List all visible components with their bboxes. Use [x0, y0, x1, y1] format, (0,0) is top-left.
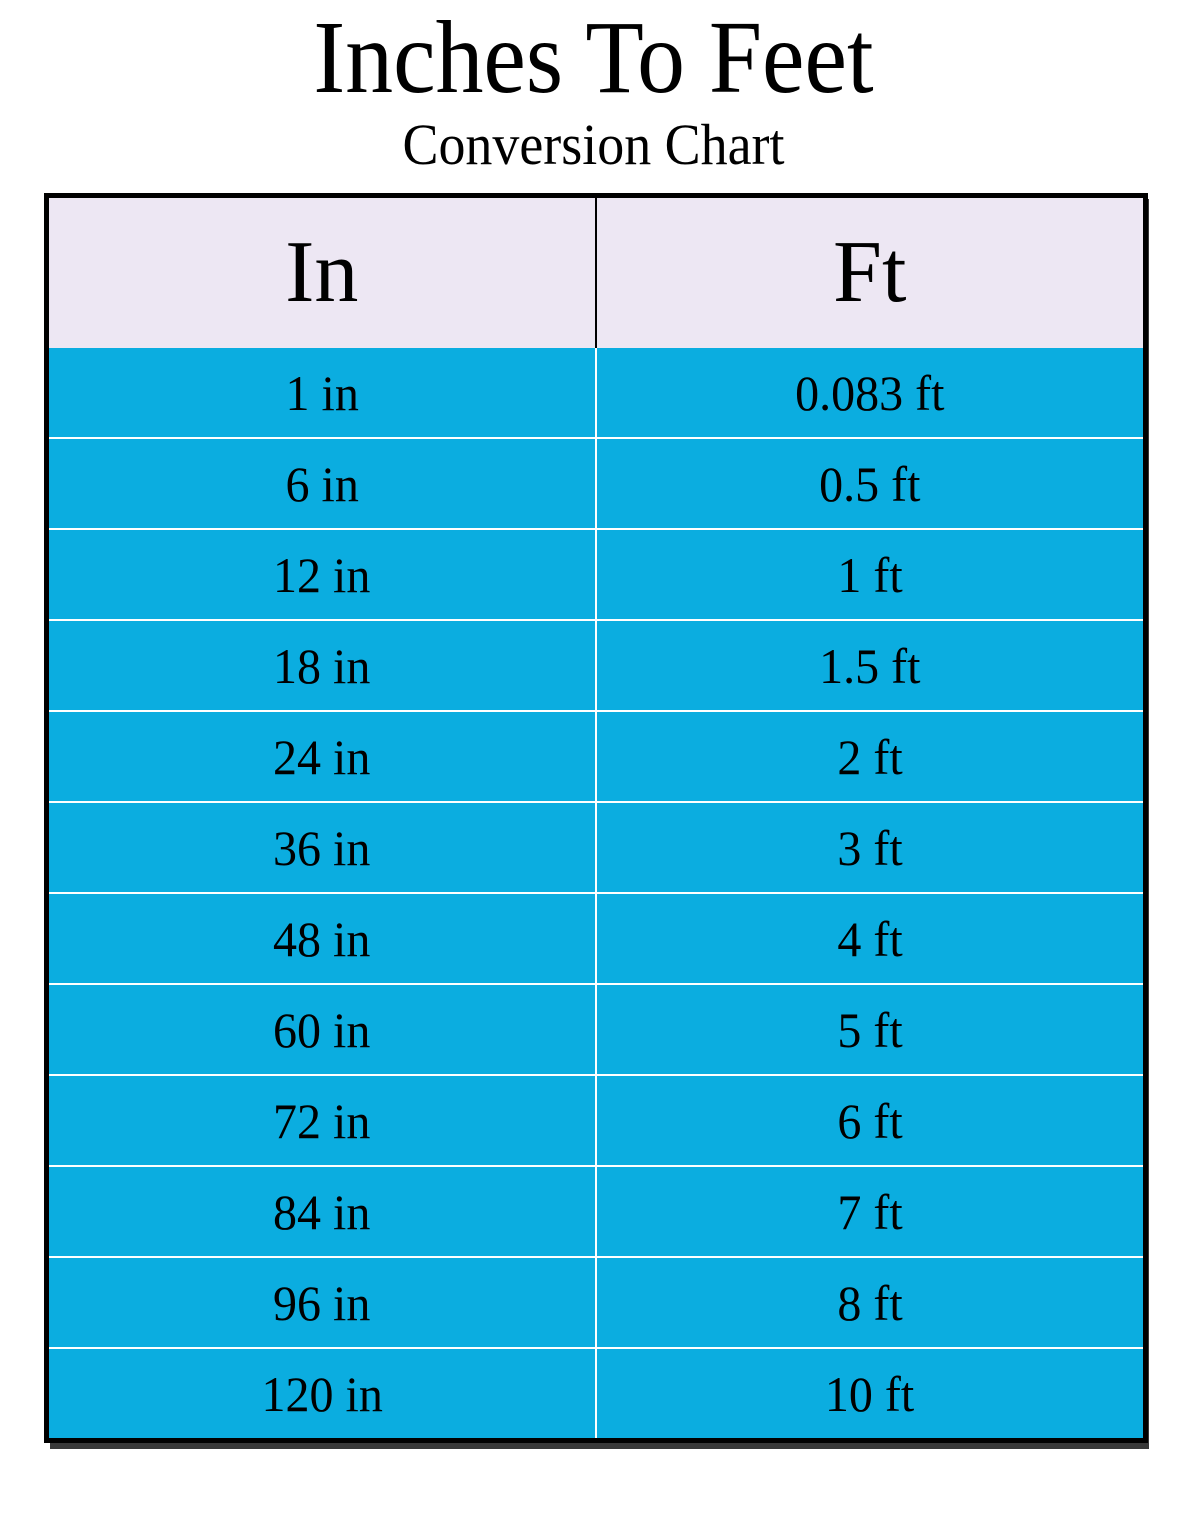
- column-header-inches: In: [46, 195, 597, 348]
- cell-inches-value: 6 in: [285, 455, 359, 512]
- cell-feet: 0.5 ft: [595, 437, 1146, 529]
- title-block: Inches To Feet Conversion Chart: [0, 0, 1187, 176]
- table-head: In Ft: [46, 195, 1146, 348]
- cell-feet-value: 3 ft: [837, 819, 903, 876]
- cell-feet-value: 5 ft: [837, 1001, 903, 1058]
- table-row: 96 in 8 ft: [46, 1256, 1146, 1348]
- table-row: 84 in 7 ft: [46, 1165, 1146, 1257]
- cell-inches-value: 72 in: [273, 1092, 371, 1149]
- cell-feet-value: 8 ft: [837, 1274, 903, 1331]
- table-body: 1 in 0.083 ft 6 in 0.5 ft 12 in 1 ft 18 in 1.5 …: [46, 348, 1146, 1441]
- cell-feet-value: 10 ft: [825, 1365, 915, 1422]
- page-subtitle: Conversion Chart: [402, 112, 785, 178]
- cell-feet-value: 4 ft: [837, 910, 903, 967]
- cell-inches-value: 60 in: [273, 1001, 371, 1058]
- cell-inches: 18 in: [46, 619, 597, 711]
- table-row: 36 in 3 ft: [46, 801, 1146, 893]
- table-row: 18 in 1.5 ft: [46, 619, 1146, 711]
- cell-inches: 48 in: [46, 892, 597, 984]
- cell-feet: 0.083 ft: [595, 348, 1146, 438]
- cell-inches-value: 24 in: [273, 728, 371, 785]
- table-header-row: In Ft: [46, 195, 1146, 348]
- cell-feet: 10 ft: [595, 1347, 1146, 1441]
- cell-feet: 3 ft: [595, 801, 1146, 893]
- cell-inches: 96 in: [46, 1256, 597, 1348]
- table-row: 24 in 2 ft: [46, 710, 1146, 802]
- cell-feet-value: 2 ft: [837, 728, 903, 785]
- cell-inches-value: 84 in: [273, 1183, 371, 1240]
- cell-feet: 6 ft: [595, 1074, 1146, 1166]
- conversion-table: In Ft 1 in 0.083 ft 6 in 0.5 ft 12 in 1 ft 18 …: [44, 193, 1148, 1443]
- cell-inches: 6 in: [46, 437, 597, 529]
- cell-feet: 8 ft: [595, 1256, 1146, 1348]
- cell-feet: 1 ft: [595, 528, 1146, 620]
- table-row: 72 in 6 ft: [46, 1074, 1146, 1166]
- cell-feet-value: 0.083 ft: [795, 364, 945, 421]
- cell-inches-value: 48 in: [273, 910, 371, 967]
- cell-inches-value: 18 in: [273, 637, 371, 694]
- cell-inches: 12 in: [46, 528, 597, 620]
- cell-feet: 2 ft: [595, 710, 1146, 802]
- table-row: 1 in 0.083 ft: [46, 348, 1146, 438]
- cell-inches: 24 in: [46, 710, 597, 802]
- cell-inches-value: 12 in: [273, 546, 371, 603]
- cell-feet-value: 1.5 ft: [819, 637, 921, 694]
- table-row: 60 in 5 ft: [46, 983, 1146, 1075]
- cell-inches: 60 in: [46, 983, 597, 1075]
- cell-feet-value: 1 ft: [837, 546, 903, 603]
- cell-inches: 36 in: [46, 801, 597, 893]
- cell-inches: 72 in: [46, 1074, 597, 1166]
- cell-inches-value: 120 in: [261, 1365, 383, 1422]
- conversion-table-wrapper: In Ft 1 in 0.083 ft 6 in 0.5 ft 12 in 1 ft 18 …: [44, 193, 1148, 1443]
- table-row: 12 in 1 ft: [46, 528, 1146, 620]
- cell-feet-value: 0.5 ft: [819, 455, 921, 512]
- cell-feet: 4 ft: [595, 892, 1146, 984]
- table-row: 48 in 4 ft: [46, 892, 1146, 984]
- cell-feet: 5 ft: [595, 983, 1146, 1075]
- cell-inches-value: 96 in: [273, 1274, 371, 1331]
- cell-inches-value: 36 in: [273, 819, 371, 876]
- cell-inches: 120 in: [46, 1347, 597, 1441]
- page-title: Inches To Feet: [313, 0, 874, 115]
- cell-inches-value: 1 in: [285, 364, 359, 421]
- cell-feet: 7 ft: [595, 1165, 1146, 1257]
- cell-inches: 1 in: [46, 348, 597, 438]
- table-row: 120 in 10 ft: [46, 1347, 1146, 1441]
- cell-feet-value: 7 ft: [837, 1183, 903, 1240]
- cell-inches: 84 in: [46, 1165, 597, 1257]
- cell-feet: 1.5 ft: [595, 619, 1146, 711]
- table-row: 6 in 0.5 ft: [46, 437, 1146, 529]
- column-header-feet: Ft: [595, 195, 1146, 348]
- cell-feet-value: 6 ft: [837, 1092, 903, 1149]
